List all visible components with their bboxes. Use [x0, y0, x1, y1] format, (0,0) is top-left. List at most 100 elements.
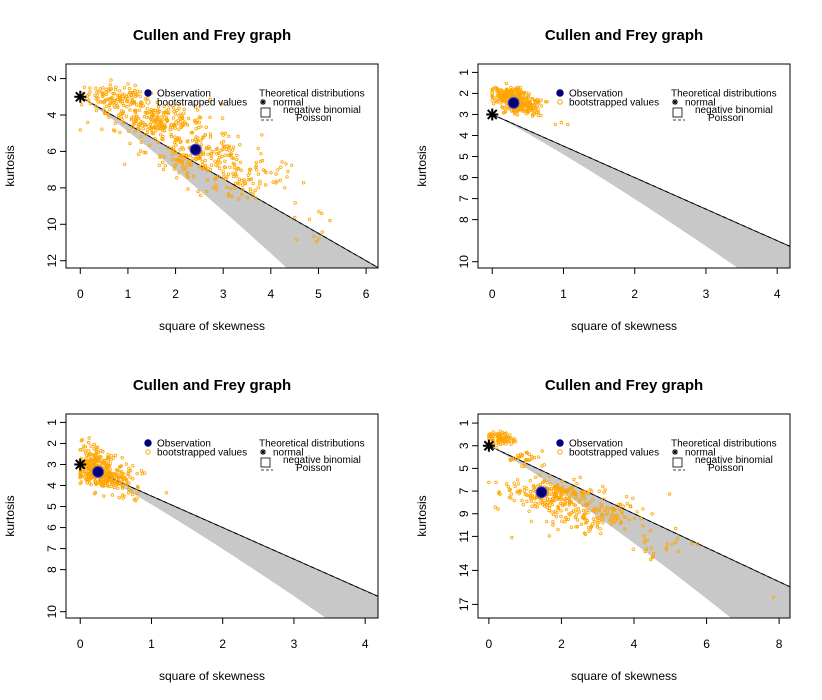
bootstrapped-point: [623, 527, 627, 531]
bootstrapped-point: [120, 485, 125, 489]
bootstrapped-point: [235, 153, 239, 157]
x-axis-label: square of skewness: [159, 319, 265, 333]
bootstrapped-point: [565, 490, 570, 494]
bootstrapped-point: [490, 434, 494, 439]
x-tick-label: 0: [486, 637, 493, 651]
bootstrapped-point: [271, 180, 275, 184]
bootstrapped-point: [85, 471, 89, 475]
bootstrapped-point: [100, 92, 105, 96]
bootstrapped-point: [578, 475, 582, 480]
bootstrapped-point: [530, 454, 534, 459]
bootstrapped-point: [228, 153, 232, 157]
bootstrapped-point: [130, 90, 134, 95]
bootstrapped-point: [145, 111, 149, 115]
bootstrapped-point: [508, 439, 512, 443]
y-tick-label: 4: [45, 111, 59, 118]
bootstrapped-point: [545, 99, 549, 104]
bootstrapped-point: [119, 470, 124, 474]
legend-observation-label: Observation: [157, 439, 211, 450]
bootstrapped-point: [89, 475, 94, 479]
observation-point: [189, 143, 202, 156]
bootstrapped-point: [178, 120, 183, 124]
legend-observation-icon: [144, 439, 152, 447]
bootstrapped-point: [169, 134, 173, 139]
bootstrapped-point: [564, 507, 569, 512]
bootstrapped-point: [491, 101, 496, 106]
bootstrapped-point: [109, 474, 114, 479]
bootstrapped-point: [126, 491, 131, 495]
bootstrapped-point: [516, 94, 520, 98]
bootstrapped-point: [243, 181, 247, 186]
y-tick-label: 11: [457, 530, 471, 543]
legend-negative-binomial-label: negative binomial: [283, 455, 361, 466]
bootstrapped-point: [100, 484, 104, 488]
bootstrapped-point: [153, 108, 158, 112]
bootstrapped-point: [230, 156, 234, 160]
bootstrapped-point: [127, 487, 131, 492]
bootstrapped-point: [237, 177, 241, 182]
bootstrapped-point: [173, 112, 178, 116]
bootstrapped-point: [162, 154, 167, 159]
legend-normal-icon: [672, 449, 678, 455]
bootstrapped-point: [545, 481, 550, 485]
bootstrapped-point: [572, 477, 576, 482]
bootstrapped-point: [279, 165, 283, 169]
bootstrapped-point: [648, 528, 653, 533]
bootstrapped-point: [170, 153, 174, 157]
bootstrapped-point: [114, 468, 119, 472]
bootstrapped-point: [293, 201, 297, 205]
bootstrapped-point: [596, 520, 600, 525]
bootstrapped-point: [618, 502, 623, 507]
bootstrapped-point: [170, 125, 174, 130]
bootstrapped-point: [284, 162, 288, 166]
bootstrapped-point: [511, 438, 516, 442]
bootstrapped-point: [162, 129, 167, 133]
bootstrapped-point: [492, 96, 496, 100]
bootstrapped-point: [599, 502, 603, 507]
bootstrapped-point: [156, 108, 160, 112]
bootstrapped-point: [609, 515, 613, 519]
bootstrapped-point: [269, 170, 273, 175]
bootstrapped-point: [141, 127, 146, 131]
plot-frame: [65, 413, 379, 619]
bootstrapped-point: [114, 85, 118, 89]
bootstrapped-point: [529, 519, 533, 523]
y-tick-label: 3: [457, 111, 471, 118]
bootstrapped-point: [145, 130, 149, 135]
y-axis-label: kurtosis: [3, 495, 17, 536]
bootstrapped-point: [130, 125, 135, 129]
bootstrapped-point: [209, 153, 214, 158]
bootstrapped-point: [496, 442, 500, 446]
bootstrapped-point: [516, 108, 521, 112]
bootstrapped-point: [186, 187, 190, 191]
bootstrapped-point: [520, 453, 524, 457]
bootstrapped-point: [529, 499, 534, 503]
bootstrapped-point: [92, 459, 97, 463]
bootstrapped-point: [560, 501, 565, 506]
bootstrapped-point: [500, 433, 504, 437]
bootstrapped-point: [533, 108, 537, 113]
bootstrapped-point: [503, 432, 507, 436]
bootstrapped-point: [574, 525, 578, 529]
bootstrapped-point: [535, 97, 539, 102]
bootstrapped-point: [544, 99, 548, 104]
bootstrapped-point: [100, 94, 105, 99]
bootstrapped-point: [85, 466, 90, 470]
bootstrapped-point: [185, 154, 189, 158]
bootstrapped-point: [131, 90, 136, 95]
bootstrapped-point: [583, 532, 588, 536]
bootstrapped-point: [134, 108, 138, 112]
bootstrapped-point: [94, 108, 99, 113]
bootstrapped-point: [84, 449, 88, 453]
bootstrapped-point: [112, 480, 117, 484]
bootstrapped-point: [175, 176, 179, 180]
y-tick-label: 8: [457, 216, 471, 223]
y-tick-label: 3: [45, 461, 59, 468]
bootstrapped-point: [510, 535, 514, 540]
bootstrapped-point: [142, 471, 147, 475]
bootstrapped-point: [565, 495, 569, 499]
bootstrapped-point: [211, 149, 215, 154]
bootstrapped-point: [162, 110, 166, 115]
x-tick-label: 0: [77, 287, 84, 301]
bootstrapped-point: [246, 173, 250, 177]
